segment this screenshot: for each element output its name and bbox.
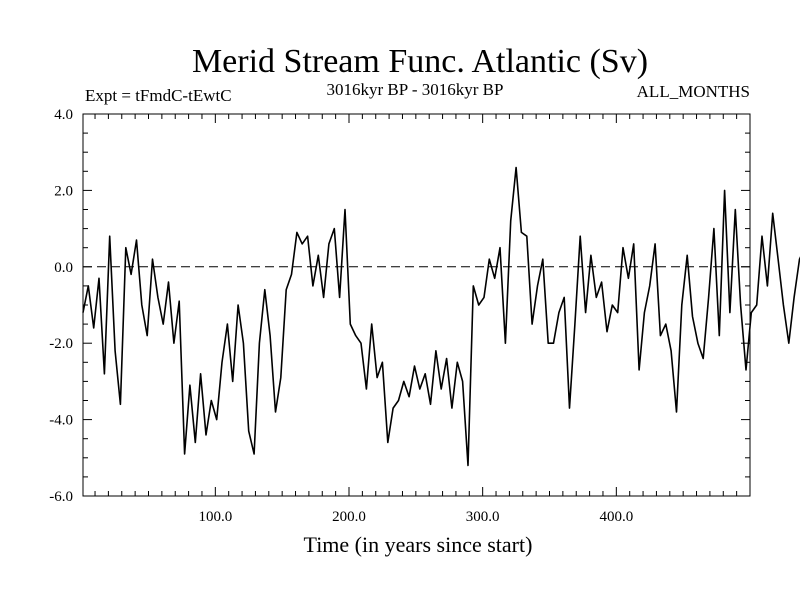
chart-subtitle-center: 3016kyr BP - 3016kyr BP (327, 80, 504, 99)
chart-subtitle-right: ALL_MONTHS (637, 82, 750, 101)
y-tick-label: 0.0 (54, 260, 73, 276)
chart-subtitle-left: Expt = tFmdC-tEwtC (85, 86, 232, 105)
y-tick-label: -6.0 (49, 489, 73, 505)
x-tick-label: 300.0 (466, 509, 500, 525)
x-tick-label: 100.0 (198, 509, 232, 525)
plot-area: 100.0 200.0 300.0 400.0 -6.0 -4.0 -2.0 0.0 2.0 4.… (49, 107, 800, 525)
chart-title: Merid Stream Func. Atlantic (Sv) (192, 43, 648, 80)
y-tick-label: -4.0 (49, 413, 73, 429)
x-axis-label: Time (in years since start) (304, 532, 533, 557)
x-tick-label: 200.0 (332, 509, 366, 525)
x-tick-label: 400.0 (599, 509, 633, 525)
y-tick-label: 4.0 (54, 107, 73, 123)
y-tick-label: -2.0 (49, 336, 73, 352)
y-tick-label: 2.0 (54, 183, 73, 199)
series-line-0 (82, 166, 800, 467)
